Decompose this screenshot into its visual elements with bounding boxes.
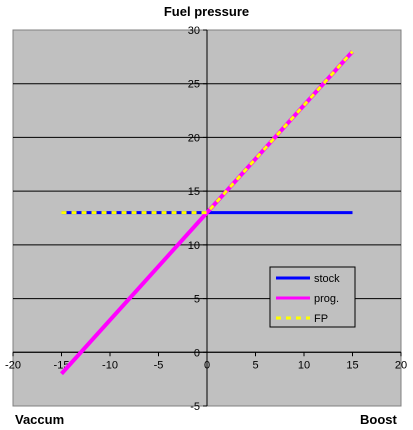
y-tick-label: -5: [190, 401, 200, 413]
x-tick-label: -10: [102, 359, 118, 371]
y-tick-label: 20: [188, 132, 200, 144]
x-tick-label: -5: [154, 359, 164, 371]
x-tick-label: 5: [252, 359, 258, 371]
y-tick-label: 10: [188, 240, 200, 252]
x-tick-label: 0: [204, 359, 210, 371]
y-tick-label: 0: [194, 347, 200, 359]
x-axis-label-right: Boost: [360, 412, 397, 427]
x-tick-label: 10: [298, 359, 310, 371]
y-tick-label: 15: [188, 186, 200, 198]
legend-label: stock: [314, 273, 340, 285]
legend-label: prog.: [314, 293, 339, 305]
x-tick-label: 20: [395, 359, 407, 371]
x-tick-label: 15: [346, 359, 358, 371]
legend-label: FP: [314, 313, 328, 325]
axes: [12, 29, 402, 407]
series-lines: [60, 50, 354, 376]
x-axis-label-left: Vaccum: [15, 412, 65, 427]
y-tick-label: 30: [188, 25, 200, 37]
series-line-fp: [61, 50, 354, 215]
y-tick-label: 25: [188, 79, 200, 91]
x-tick-label: -20: [5, 359, 21, 371]
chart-title: Fuel pressure: [163, 4, 250, 19]
y-tick-label: 5: [194, 294, 200, 306]
legend: stock prog. FP: [269, 266, 356, 328]
